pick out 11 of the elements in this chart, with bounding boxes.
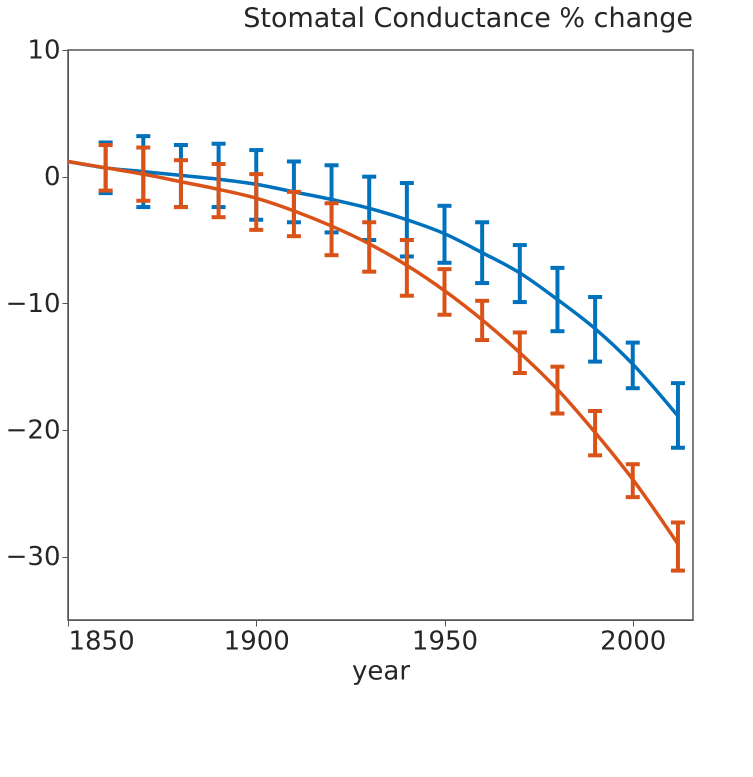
x-axis-title: year — [352, 656, 410, 686]
x-tick-label: 1850 — [68, 626, 135, 656]
y-tick-label: −30 — [6, 542, 60, 572]
x-tick-label: 1950 — [412, 626, 478, 656]
x-tick-label: 1900 — [224, 626, 290, 656]
y-tick-label: −20 — [6, 416, 60, 446]
x-tick-label: 2000 — [600, 626, 666, 656]
chart-title: Stomatal Conductance % change — [243, 3, 693, 34]
y-tick-label: −10 — [6, 288, 60, 319]
y-tick-label: 10 — [27, 36, 60, 66]
y-tick-label: 0 — [44, 162, 60, 192]
